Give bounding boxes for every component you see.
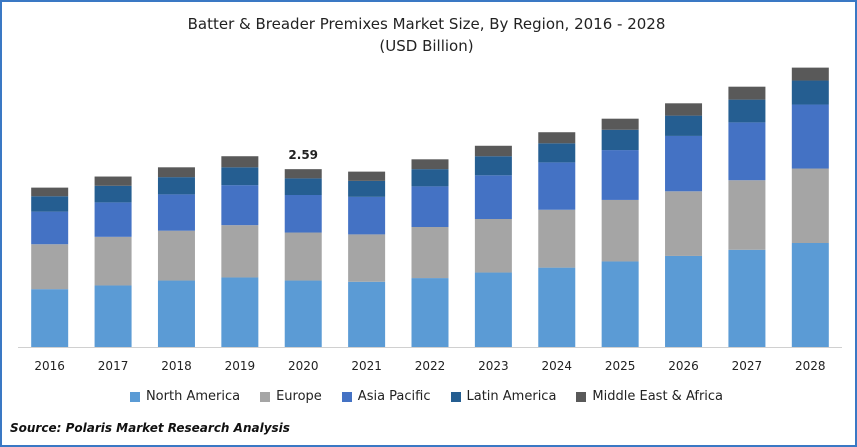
x-tick-label-2021: 2021	[351, 359, 382, 373]
bar-segment-europe-2020	[284, 232, 322, 281]
x-tick-label-2016: 2016	[34, 359, 65, 373]
bar-segment-europe-2017	[94, 236, 132, 286]
bar-segment-north-america-2022	[411, 278, 449, 347]
bar-segment-europe-2019	[221, 225, 259, 278]
legend-swatch	[341, 391, 352, 402]
x-tick-label-2020: 2020	[288, 359, 319, 373]
bar-segment-asia-pacific-2028	[791, 104, 829, 169]
bar-segment-europe-2026	[665, 191, 703, 256]
bar-segment-middle-east-africa-2025	[601, 118, 639, 130]
bar-segment-north-america-2021	[348, 281, 386, 347]
legend-label: North America	[145, 389, 241, 404]
bar-segment-asia-pacific-2023	[474, 175, 512, 219]
bar-segment-asia-pacific-2022	[411, 186, 449, 227]
legend-swatch	[576, 391, 587, 402]
bar-segment-latin-america-2017	[94, 185, 132, 203]
bar-segment-latin-america-2026	[665, 115, 703, 136]
bar-segment-europe-2023	[474, 219, 512, 273]
x-tick-label-2018: 2018	[161, 359, 192, 373]
bar-segment-asia-pacific-2016	[31, 211, 69, 245]
legend-label: Latin America	[466, 389, 557, 404]
bar-segment-middle-east-africa-2016	[31, 187, 69, 197]
bar-segment-asia-pacific-2021	[348, 196, 386, 235]
bar-segment-latin-america-2020	[284, 178, 322, 195]
bar-segment-north-america-2016	[31, 289, 69, 347]
bar-segment-latin-america-2025	[601, 129, 639, 151]
x-tick-label-2022: 2022	[415, 359, 446, 373]
bar-segment-asia-pacific-2019	[221, 185, 259, 226]
bar-segment-europe-2028	[791, 168, 829, 243]
bar-segment-north-america-2019	[221, 277, 259, 347]
legend-swatch	[129, 391, 140, 402]
bar-segment-asia-pacific-2026	[665, 135, 703, 192]
bar-segment-middle-east-africa-2017	[94, 176, 132, 186]
chart-legend: North America Europe Asia Pacific Latin Ame…	[0, 389, 853, 404]
bar-segment-middle-east-africa-2024	[538, 132, 576, 144]
bar-segment-europe-2016	[31, 244, 69, 290]
bar-segment-europe-2025	[601, 199, 639, 262]
bar-segment-asia-pacific-2025	[601, 150, 639, 200]
x-tick-label-2026: 2026	[668, 359, 699, 373]
legend-label: Europe	[276, 389, 322, 404]
bar-segment-north-america-2018	[157, 280, 195, 347]
bar-segment-europe-2018	[157, 230, 195, 281]
bar-segment-middle-east-africa-2027	[728, 86, 766, 100]
legend-swatch	[260, 391, 271, 402]
bar-segment-latin-america-2018	[157, 177, 195, 195]
source-note: Source: Polaris Market Research Analysis	[10, 421, 290, 435]
bar-segment-asia-pacific-2020	[284, 195, 322, 233]
bar-segment-north-america-2025	[601, 261, 639, 347]
bar-segment-middle-east-africa-2020	[284, 169, 322, 179]
legend-item-asia-pacific: Asia Pacific	[341, 389, 431, 404]
bar-segment-latin-america-2023	[474, 156, 512, 176]
bar-segment-north-america-2020	[284, 280, 322, 347]
bar-segment-middle-east-africa-2028	[791, 67, 829, 81]
bar-segment-north-america-2024	[538, 267, 576, 347]
bar-segment-middle-east-africa-2026	[665, 103, 703, 116]
bar-segment-latin-america-2016	[31, 196, 69, 212]
bar-segment-europe-2024	[538, 209, 576, 268]
bar-segment-asia-pacific-2018	[157, 194, 195, 231]
bar-segment-asia-pacific-2017	[94, 202, 132, 237]
bar-segment-middle-east-africa-2023	[474, 145, 512, 157]
stacked-bar-chart: 2016 2017 2018 2019 2020 2.59 2021 2022 2023 2024…	[18, 67, 842, 373]
bar-segment-latin-america-2021	[348, 180, 386, 197]
data-label-2020: 2.59	[288, 148, 318, 162]
legend-item-north-america: North America	[129, 389, 241, 404]
chart-subtitle: (USD Billion)	[379, 37, 474, 55]
bar-segment-latin-america-2024	[538, 143, 576, 163]
x-tick-label-2023: 2023	[478, 359, 509, 373]
bar-segment-middle-east-africa-2018	[157, 167, 195, 178]
x-tick-label-2028: 2028	[795, 359, 826, 373]
bar-segment-north-america-2026	[665, 255, 703, 347]
bar-segment-middle-east-africa-2022	[411, 159, 449, 170]
bar-segment-europe-2021	[348, 234, 386, 282]
bar-segment-europe-2027	[728, 180, 766, 250]
bar-segment-north-america-2017	[94, 285, 132, 347]
x-tick-label-2027: 2027	[732, 359, 763, 373]
x-tick-label-2025: 2025	[605, 359, 636, 373]
x-tick-label-2017: 2017	[98, 359, 129, 373]
bar-segment-europe-2022	[411, 227, 449, 279]
bar-segment-north-america-2027	[728, 249, 766, 347]
bar-segment-asia-pacific-2027	[728, 122, 766, 181]
bar-segment-middle-east-africa-2021	[348, 171, 386, 181]
x-tick-label-2024: 2024	[541, 359, 572, 373]
bar-segment-north-america-2028	[791, 243, 829, 347]
bar-segment-north-america-2023	[474, 272, 512, 347]
chart-title: Batter & Breader Premixes Market Size, B…	[187, 15, 666, 33]
bar-segment-asia-pacific-2024	[538, 162, 576, 210]
legend-item-europe: Europe	[260, 389, 322, 404]
bar-segment-latin-america-2028	[791, 80, 829, 105]
bar-segment-latin-america-2019	[221, 167, 259, 186]
bar-segment-middle-east-africa-2019	[221, 156, 259, 168]
bar-segment-latin-america-2022	[411, 169, 449, 187]
legend-item-middle-east-africa: Middle East & Africa	[576, 389, 723, 404]
legend-swatch	[450, 391, 461, 402]
bar-segment-latin-america-2027	[728, 99, 766, 123]
x-tick-label-2019: 2019	[225, 359, 256, 373]
legend-label: Asia Pacific	[357, 389, 431, 404]
legend-label: Middle East & Africa	[592, 389, 724, 404]
legend-item-latin-america: Latin America	[450, 389, 557, 404]
